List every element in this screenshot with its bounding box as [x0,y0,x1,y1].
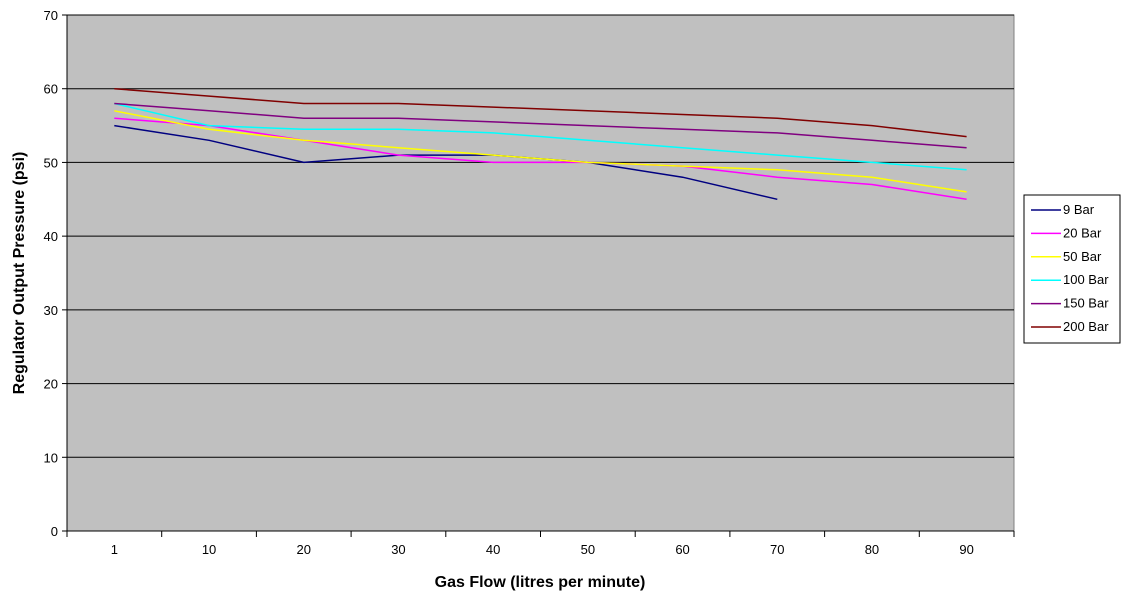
y-tick-label: 0 [51,524,58,539]
x-tick-label: 10 [202,542,216,557]
legend-box [1023,194,1121,344]
legend-label: 50 Bar [1063,249,1102,264]
y-tick-label: 10 [44,450,58,465]
series-line-150-bar [114,102,967,149]
plot-area [66,14,1015,532]
x-tick-labels: 1 10 20 30 40 50 60 70 80 90 [111,542,974,557]
x-tick-label: 90 [959,542,973,557]
x-tick-label: 1 [111,542,118,557]
legend-label: 200 Bar [1063,319,1109,334]
series-line-9-bar [114,124,778,201]
x-tick-label: 20 [297,542,311,557]
legend-label: 9 Bar [1063,202,1095,217]
x-axis-title: Gas Flow (litres per minute) [435,574,646,591]
y-axis-title: Regulator Output Pressure (psi) [11,152,28,395]
y-tick-label: 70 [44,8,58,23]
series-line-20-bar [114,117,967,201]
series-line-200-bar [114,87,967,138]
series-line-50-bar [114,110,967,193]
x-tick-label: 50 [581,542,595,557]
x-tick-label: 30 [391,542,405,557]
y-tick-label: 30 [44,303,58,318]
legend-label: 150 Bar [1063,296,1109,311]
axes [62,14,1015,537]
legend-label: 100 Bar [1063,272,1109,287]
x-tick-label: 40 [486,542,500,557]
series-line-100-bar [114,102,967,171]
y-tick-label: 20 [44,377,58,392]
y-tick-labels: 0 10 20 30 40 50 60 70 [44,8,58,539]
series-lines [114,87,967,201]
y-tick-label: 40 [44,229,58,244]
y-tick-label: 60 [44,82,58,97]
legend: 9 Bar 20 Bar 50 Bar 100 Bar 150 Bar 200 Bar [1023,194,1121,344]
x-tick-label: 60 [675,542,689,557]
x-tick-label: 70 [770,542,784,557]
x-tick-label: 80 [865,542,879,557]
y-tick-label: 50 [44,155,58,170]
legend-label: 20 Bar [1063,225,1102,240]
